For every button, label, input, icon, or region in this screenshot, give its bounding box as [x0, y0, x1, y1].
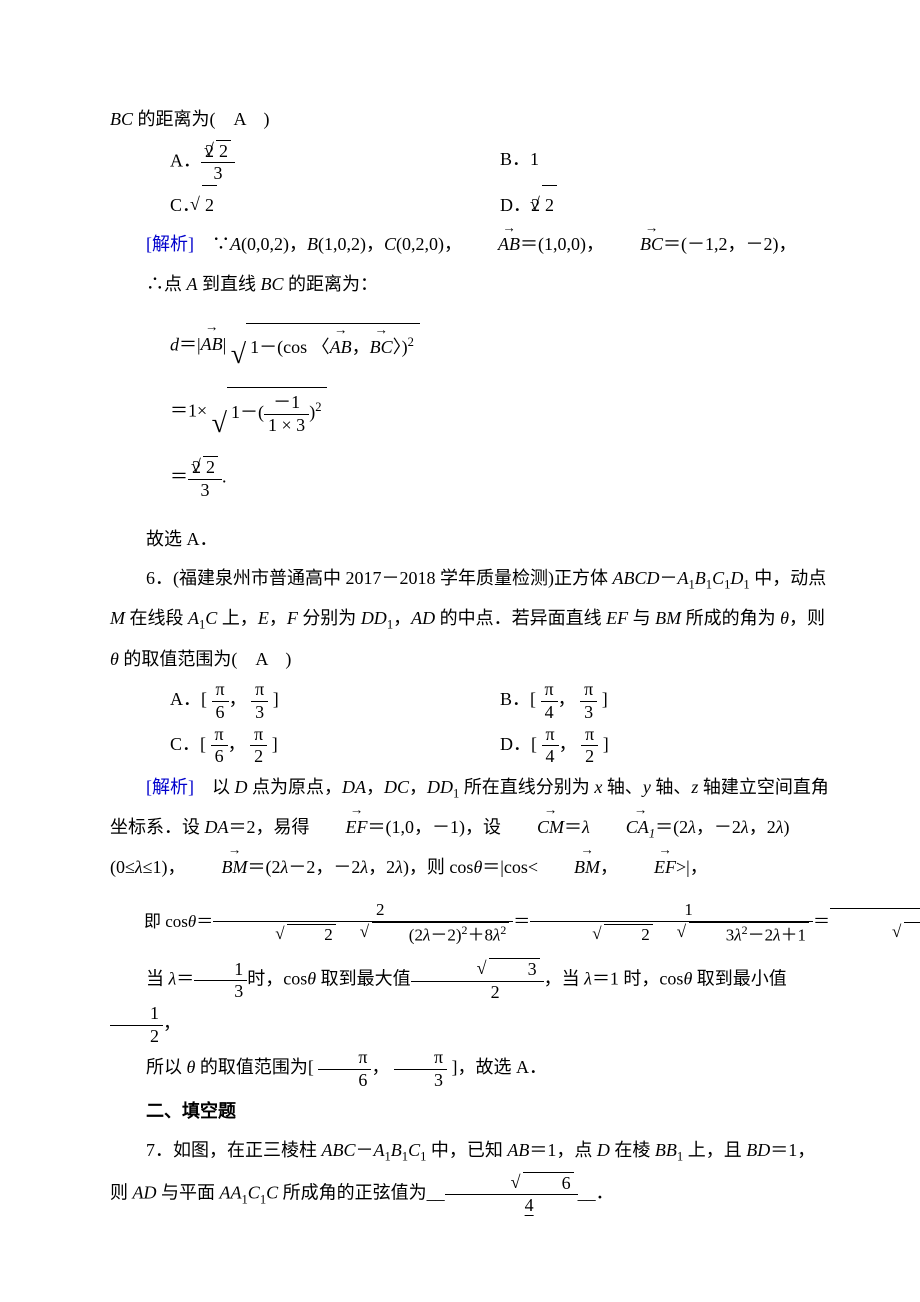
q6-option-b: B．[ π4， π3 ]	[500, 679, 830, 723]
q5-stem-tail: BC 的距离为( A )	[110, 100, 830, 140]
q6-analysis-p1: [解析] 以 D 点为原点，DA，DC，DD1 所在直线分别为 x 轴、y 轴、…	[110, 768, 830, 888]
q6-option-c: C．[ π6， π2 ]	[110, 724, 500, 768]
q6-analysis-p2: 当 λ＝13时，cosθ 取到最大值32，当 λ＝1 时，cosθ 取到最小值1…	[110, 958, 830, 1047]
q5-analysis-p1: [解析] ∵A(0,0,2)，B(1,0,2)，C(0,2,0)，AB＝(1,0…	[110, 225, 830, 265]
q6-analysis-body1: 以 D 点为原点，DA，DC，DD1 所在直线分别为 x 轴、y 轴、z 轴建立…	[110, 777, 829, 878]
q6-analysis-p3: 所以 θ 的取值范围为[ π6， π3 ]，故选 A．	[110, 1047, 830, 1091]
q5-option-b: B．1	[500, 140, 830, 185]
q5-options-row1: A．223 B．1	[110, 140, 830, 185]
q5-analysis-p2: ∴点 A 到直线 BC 的距离为：	[110, 265, 830, 305]
q5-analysis-eq1: d＝|AB| √1－(cos 〈AB，BC〉)2	[170, 323, 830, 370]
q5-analysis-eq2: ＝1× √1－(－11 × 3)2	[170, 387, 830, 438]
q6-options-row1: A．[ π6， π3 ] B．[ π4， π3 ]	[110, 679, 830, 723]
q5-analysis-close: 故选 A．	[110, 520, 830, 560]
q6-option-d: D．[ π4， π2 ]	[500, 724, 830, 768]
page: BC 的距离为( A ) A．223 B．1 C．2 D．22 [解析] ∵A(…	[0, 0, 920, 1277]
q6-options-row2: C．[ π6， π2 ] D．[ π4， π2 ]	[110, 724, 830, 768]
q6-option-a: A．[ π6， π3 ]	[110, 679, 500, 723]
q5-analysis-eq3: ＝223.	[170, 456, 830, 501]
q5-option-a: A．223	[110, 140, 500, 185]
analysis-label-2: [解析]	[146, 777, 194, 797]
q6-stem: 6．(福建泉州市普通高中 2017－2018 学年质量检测)正方体 ABCD－A…	[110, 559, 830, 679]
analysis-label: [解析]	[146, 234, 194, 254]
q7-stem: 7．如图，在正三棱柱 ABC－A1B1C1 中，已知 AB＝1，点 D 在棱 B…	[110, 1131, 830, 1216]
q5-analysis-line1: ∵A(0,0,2)，B(1,0,2)，C(0,2,0)，AB＝(1,0,0)，B…	[212, 234, 797, 254]
section2-heading: 二、填空题	[110, 1092, 830, 1132]
q5-option-c: C．2	[110, 185, 500, 226]
q5-option-d: D．22	[500, 185, 830, 226]
q6-analysis-eq: 即 cosθ＝22(2λ－2)2＋8λ2＝123λ2－2λ＋1＝12√3(λ－1…	[110, 888, 830, 958]
